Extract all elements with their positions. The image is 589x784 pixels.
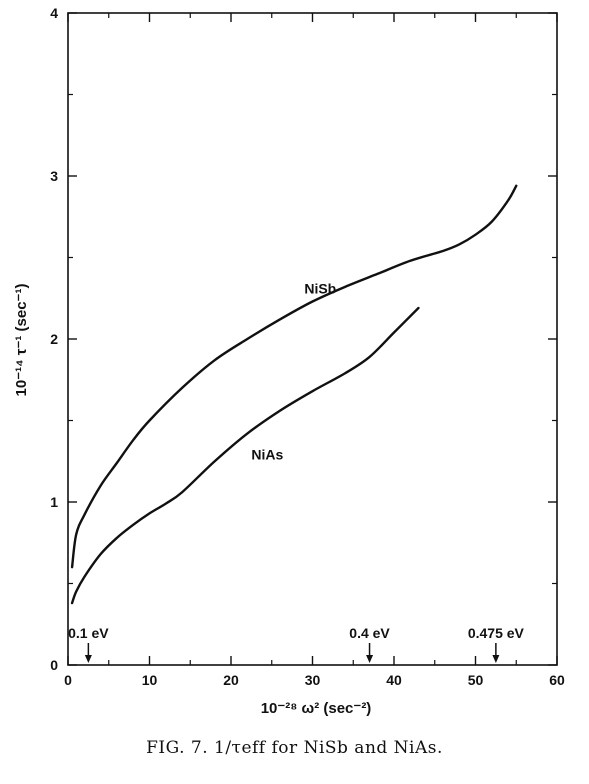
marker-arrow-head [492,655,500,663]
series-layer [70,184,518,605]
marker-arrow-head [366,655,374,663]
x-tick-label: 0 [64,672,72,688]
series-label-nisb: NiSb [304,280,336,296]
marker-label: 0.475 eV [468,625,525,641]
y-tick-label: 3 [50,168,58,184]
figure-caption: FIG. 7. 1/τeff for NiSb and NiAs. [146,738,443,758]
y-tick-label: 0 [50,657,58,673]
tick-labels: 0 10 20 30 40 50 60 0 1 2 3 4 [50,5,565,688]
marker-arrow-head [84,655,92,663]
axis-ticks [67,12,558,666]
series-line-nisb [70,184,518,569]
x-tick-label: 50 [468,672,484,688]
x-tick-label: 20 [223,672,239,688]
energy-marker-0-4-ev: 0.4 eV [349,625,390,663]
x-tick-label: 10 [142,672,158,688]
x-tick-label: 30 [305,672,321,688]
marker-label: 0.1 eV [68,625,109,641]
chart: 0 10 20 30 40 50 60 0 1 2 3 4 NiSb NiAs 0.1 eV 0.4 eV… [13,5,565,717]
series-labels: NiSb NiAs [251,280,336,462]
energy-marker-0-475-ev: 0.475 eV [468,625,525,663]
x-axis-label: 10⁻²⁸ ω² (sec⁻²) [261,700,372,717]
marker-label: 0.4 eV [349,625,390,641]
y-tick-label: 1 [50,494,58,510]
x-tick-label: 60 [549,672,565,688]
y-tick-label: 4 [50,5,58,21]
plot-border [67,12,558,666]
series-line-nias [70,306,420,605]
series-label-nias: NiAs [251,447,283,463]
y-axis-label: 10⁻¹⁴ τ⁻¹ (sec⁻¹) [13,284,30,397]
plot-frame [67,12,558,666]
y-tick-label: 2 [50,331,58,347]
energy-markers: 0.1 eV 0.4 eV 0.475 eV [68,625,525,663]
energy-marker-0-1-ev: 0.1 eV [68,625,109,663]
x-tick-label: 40 [386,672,402,688]
